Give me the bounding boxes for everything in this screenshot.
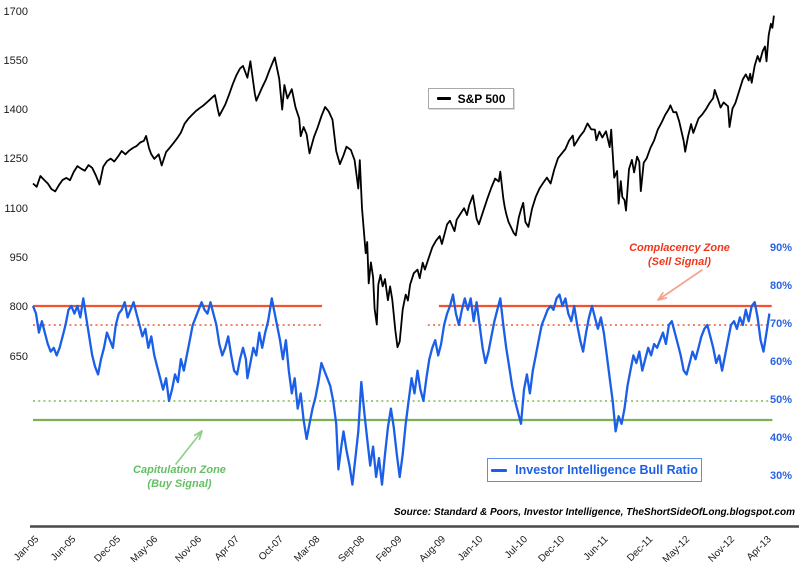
sp500-axis-tick: 1250 [3,153,28,166]
capitulation-zone-text: Capitulation Zone [133,464,226,476]
sp500-legend: S&P 500 [428,88,514,109]
sp500-axis-tick: 1700 [3,5,28,18]
sp500-legend-label: S&P 500 [457,91,506,106]
bull-ratio-axis-tick: 50% [770,393,793,406]
source-note: Source: Standard & Poors, Investor Intel… [393,507,795,518]
bull-ratio-axis-tick: 60% [770,355,793,368]
complacency-zone-text: Complacency Zone [629,242,730,254]
complacency-zone-annotation: Complacency Zone (Sell Signal) [612,241,747,269]
bull-ratio-line [31,293,771,486]
bull-ratio-legend-line-swatch [491,468,508,472]
sell-annotation-arrow [657,269,703,301]
bull-ratio-axis-tick: 40% [770,431,793,444]
buy-signal-text: (Buy Signal) [147,478,212,491]
sp500-axis-tick: 800 [9,301,28,314]
sp500-axis-tick: 1400 [3,104,28,117]
sp500-axis-tick: 1100 [4,202,28,215]
bull-ratio-axis-tick: 80% [770,279,793,292]
sell-signal-text: (Sell Signal) [648,256,711,269]
sp500-axis-tick: 650 [9,350,28,363]
bull-ratio-axis-tick: 90% [770,241,793,254]
capitulation-zone-annotation: Capitulation Zone (Buy Signal) [112,463,247,491]
sp500-axis-tick: 950 [9,251,28,264]
bull-ratio-axis-tick: 30% [770,469,793,482]
buy-annotation-arrow [175,430,203,465]
sp500-line [32,15,775,349]
sp500-legend-line-swatch [436,97,451,100]
bull-ratio-axis-tick: 70% [770,317,793,330]
bull-ratio-legend-label: Investor Intelligence Bull Ratio [515,463,698,477]
sp500-axis-tick: 1550 [3,54,28,67]
bull-ratio-legend: Investor Intelligence Bull Ratio [487,458,702,482]
